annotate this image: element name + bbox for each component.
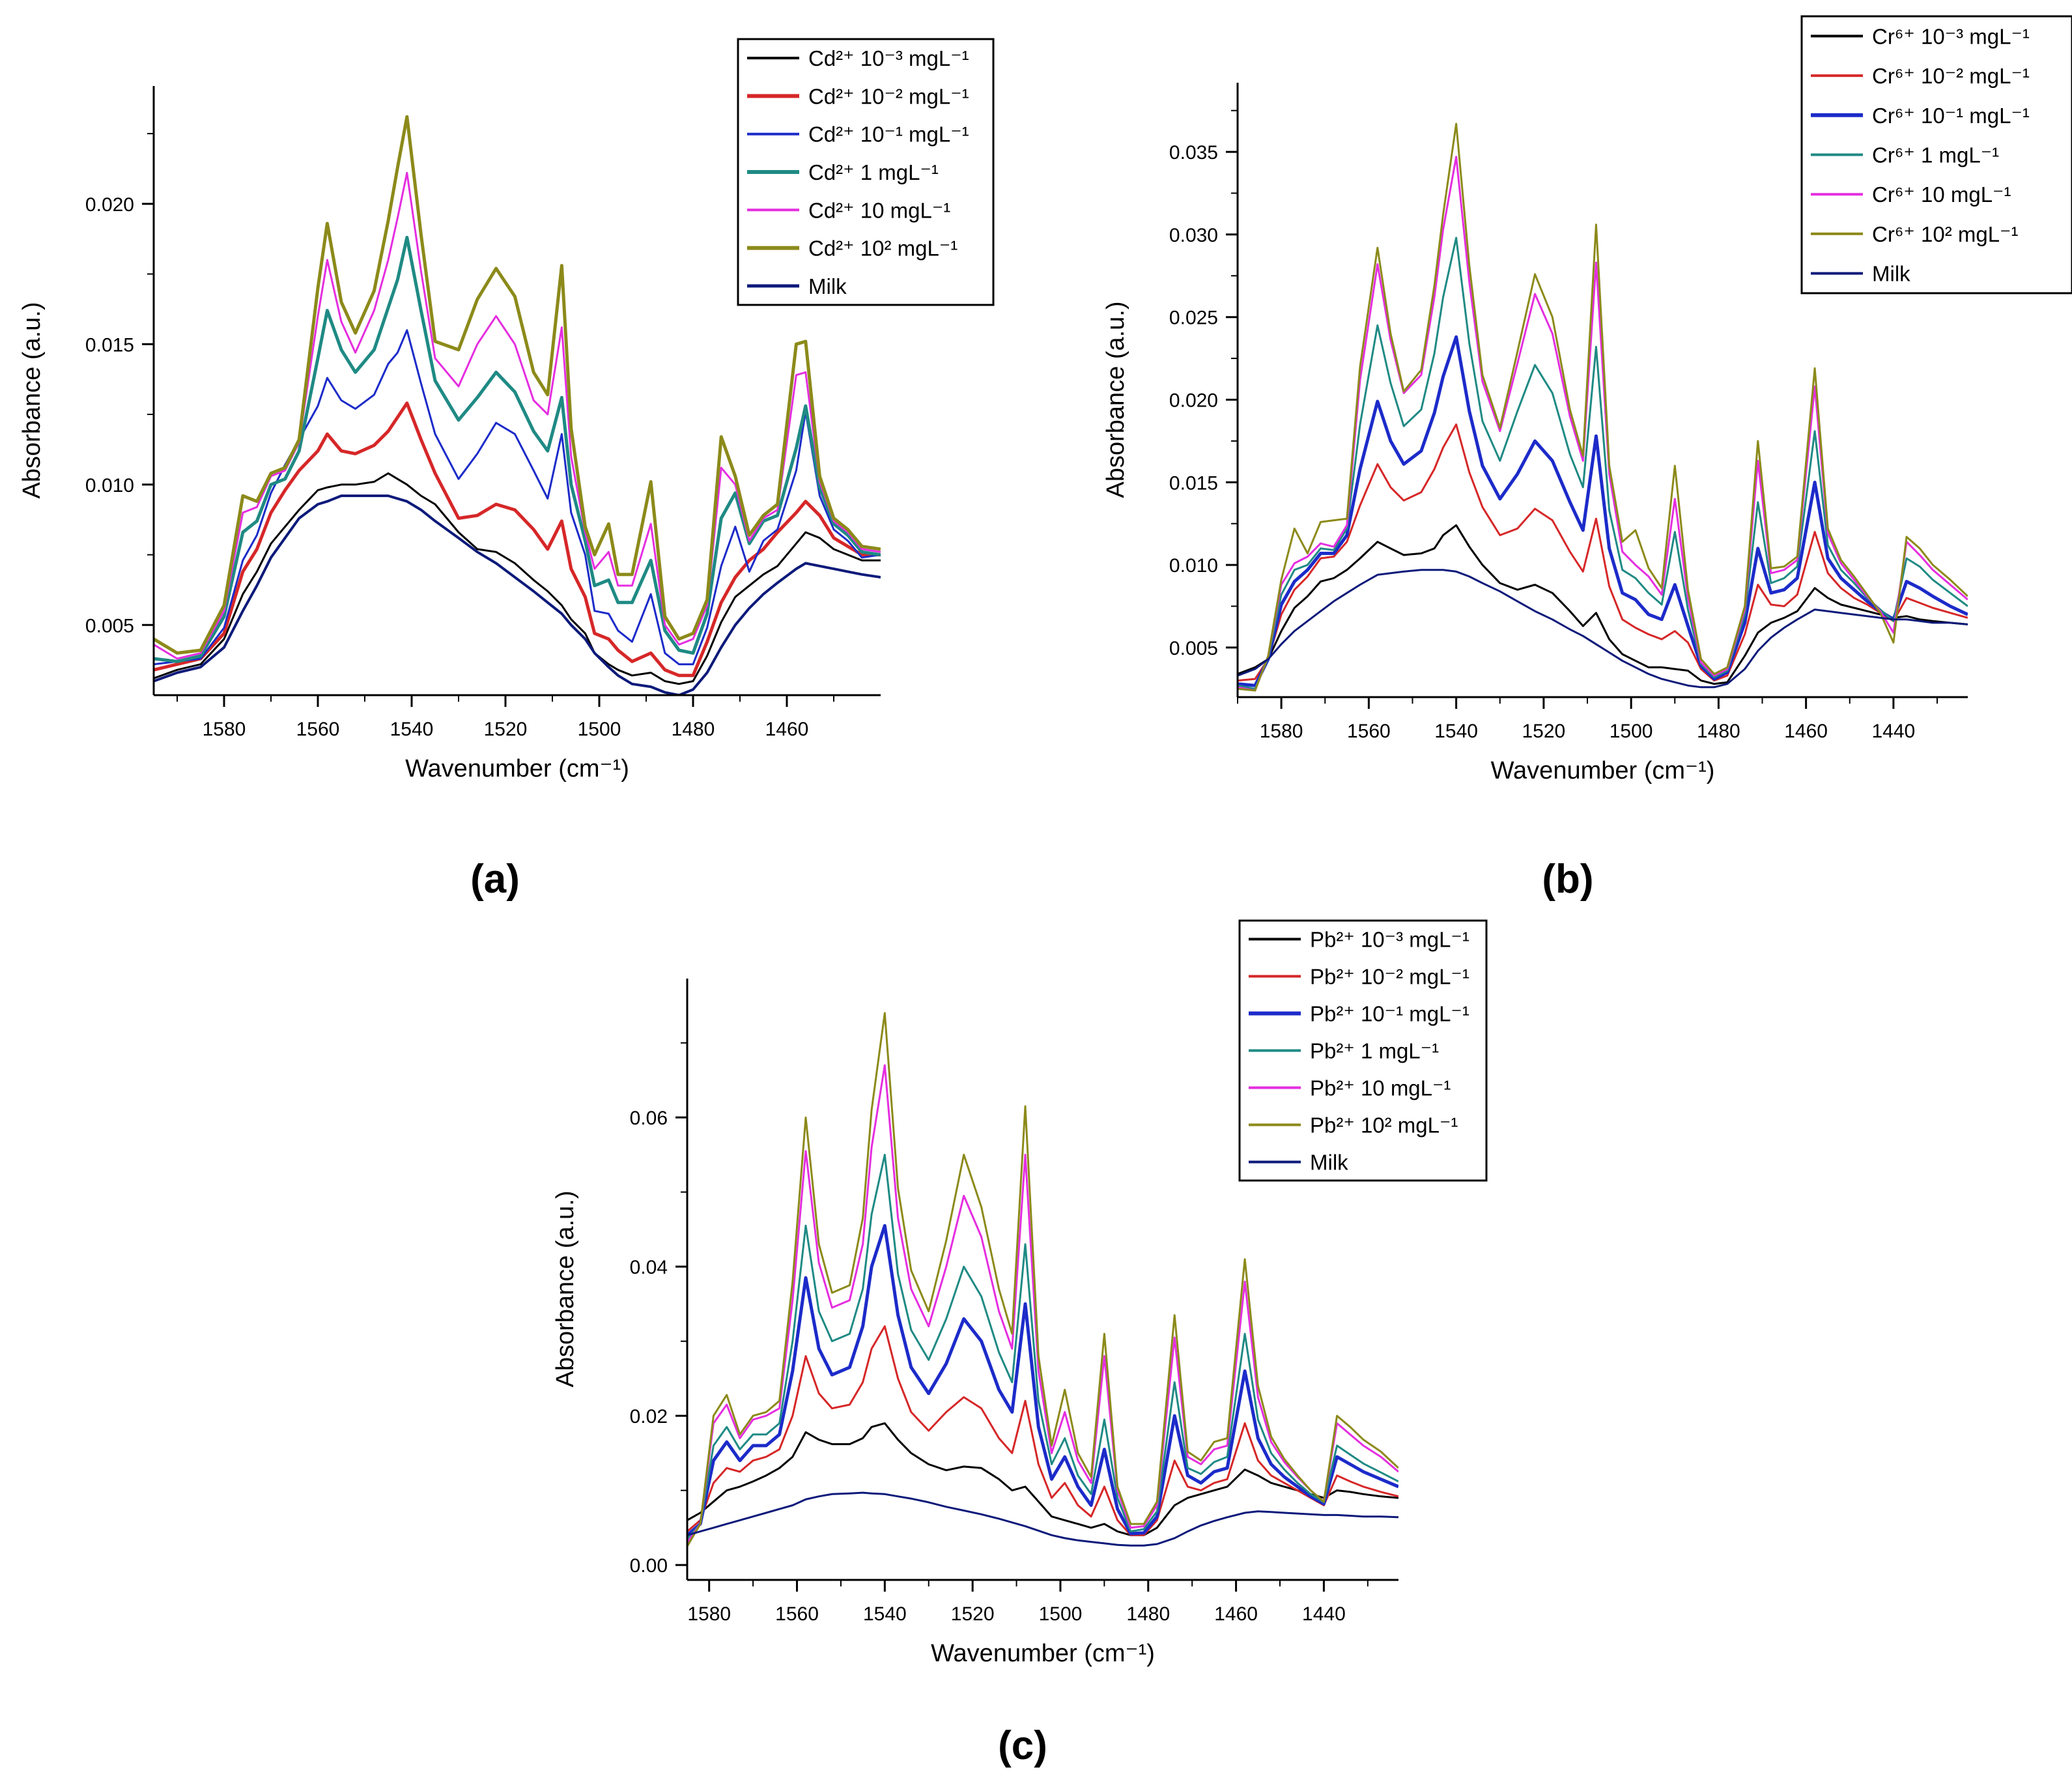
chart-b-y-tick-label-2: 0.015 <box>1169 472 1218 494</box>
chart-a-x-tick-label-4: 1500 <box>578 719 621 740</box>
chart-c-y-tick-label-2: 0.04 <box>630 1257 668 1278</box>
chart-c-x-tick-label-1: 1560 <box>775 1603 819 1625</box>
chart-b-x-tick-label-0: 1580 <box>1260 721 1303 742</box>
chart-c-x-tick-label-4: 1500 <box>1039 1603 1083 1625</box>
chart-b-x-tick-label-5: 1480 <box>1697 721 1740 742</box>
chart-c-y-tick-label-1: 0.02 <box>630 1406 668 1427</box>
chart-c-legend-label-1: Pb²⁺ 10⁻² mgL⁻¹ <box>1310 965 1469 989</box>
chart-b-series-line-0 <box>1238 524 1968 685</box>
chart-c-series-line-0 <box>687 1422 1398 1536</box>
chart-a-series-group <box>154 115 881 695</box>
chart-a-x-axis-label: Wavenumber (cm⁻¹) <box>405 755 629 782</box>
chart-a-x-tick-label-5: 1480 <box>672 719 715 740</box>
chart-a-legend-label-4: Cd²⁺ 10 mgL⁻¹ <box>808 198 950 222</box>
chart-b-legend-label-1: Cr⁶⁺ 10⁻² mgL⁻¹ <box>1872 64 2030 88</box>
chart-c-series-line-4 <box>687 1064 1398 1543</box>
chart-b-series-line-1 <box>1238 423 1968 682</box>
chart-a-legend-label-6: Milk <box>808 274 847 298</box>
chart-a-series-line-0 <box>154 472 881 685</box>
chart-c-legend-label-2: Pb²⁺ 10⁻¹ mgL⁻¹ <box>1310 1002 1469 1026</box>
chart-c-y-tick-label-3: 0.06 <box>630 1108 668 1129</box>
chart-b-x-tick-label-7: 1440 <box>1872 721 1916 742</box>
chart-a-y-tick-label-2: 0.015 <box>85 334 134 356</box>
chart-c-y-axis-label: Absorbance (a.u.) <box>552 1190 579 1387</box>
chart-a-panel-label: (a) <box>470 857 520 902</box>
chart-c-series-line-3 <box>687 1153 1398 1540</box>
chart-a-x-tick-label-2: 1540 <box>390 719 434 740</box>
chart-b-legend-label-4: Cr⁶⁺ 10 mgL⁻¹ <box>1872 182 2011 207</box>
chart-c-x-tick-label-3: 1520 <box>951 1603 995 1625</box>
chart-a-y-axis-label: Absorbance (a.u.) <box>18 302 46 498</box>
chart-b-series-line-6 <box>1238 569 1968 689</box>
chart-c-legend-label-6: Milk <box>1310 1151 1348 1175</box>
chart-c-panel-label: (c) <box>998 1723 1047 1768</box>
chart-b-legend-label-3: Cr⁶⁺ 1 mgL⁻¹ <box>1872 143 1999 167</box>
chart-b-legend: Cr⁶⁺ 10⁻³ mgL⁻¹ Cr⁶⁺ 10⁻² mgL⁻¹ Cr⁶⁺ 10⁻¹ … <box>1800 15 2072 294</box>
chart-a-x-tick-label-3: 1520 <box>484 719 528 740</box>
chart-a-y-tick-label-3: 0.020 <box>85 194 134 216</box>
chart-b-x-tick-label-4: 1500 <box>1610 721 1653 742</box>
chart-c-series-line-6 <box>687 1491 1398 1547</box>
chart-c-legend-label-0: Pb²⁺ 10⁻³ mgL⁻¹ <box>1310 928 1469 952</box>
chart-b-y-tick-label-4: 0.025 <box>1169 308 1218 329</box>
chart-b-y-tick-label-3: 0.020 <box>1169 390 1218 412</box>
chart-b-series-line-3 <box>1238 236 1968 690</box>
chart-a-y-tick-label-0: 0.005 <box>85 615 134 637</box>
chart-c-series-group <box>687 1012 1398 1547</box>
chart-b-legend-label-0: Cr⁶⁺ 10⁻³ mgL⁻¹ <box>1872 24 2030 48</box>
chart-a-x-tick-label-6: 1460 <box>765 719 809 740</box>
chart-a-y-tick-label-1: 0.010 <box>85 475 134 496</box>
chart-c-legend-label-4: Pb²⁺ 10 mgL⁻¹ <box>1310 1076 1451 1100</box>
chart-b-series-group <box>1238 122 1968 692</box>
chart-c-x-tick-label-6: 1460 <box>1214 1603 1258 1625</box>
chart-b-panel-label: (b) <box>1542 857 1593 902</box>
chart-c-x-tick-label-0: 1580 <box>687 1603 731 1625</box>
chart-a-x-tick-label-0: 1580 <box>203 719 246 740</box>
chart-c-series-line-2 <box>687 1224 1398 1537</box>
chart-c-x-tick-label-7: 1440 <box>1302 1603 1346 1625</box>
chart-b-y-tick-label-6: 0.035 <box>1169 142 1218 164</box>
chart-b-legend-label-6: Milk <box>1872 262 1910 286</box>
chart-c-x-axis-label: Wavenumber (cm⁻¹) <box>931 1640 1155 1667</box>
chart-c-series-line-1 <box>687 1325 1398 1536</box>
chart-b-x-tick-label-1: 1560 <box>1347 721 1391 742</box>
chart-b-x-axis-label: Wavenumber (cm⁻¹) <box>1491 757 1715 784</box>
chart-c-x-tick-label-5: 1480 <box>1126 1603 1170 1625</box>
chart-b-x-tick-label-6: 1460 <box>1784 721 1828 742</box>
chart-b-legend-label-5: Cr⁶⁺ 10² mgL⁻¹ <box>1872 222 2018 246</box>
chart-a-series-line-5 <box>154 115 881 655</box>
chart-a-legend-label-5: Cd²⁺ 10² mgL⁻¹ <box>808 236 958 261</box>
chart-c-x-tick-label-2: 1540 <box>863 1603 907 1625</box>
chart-a-legend-label-0: Cd²⁺ 10⁻³ mgL⁻¹ <box>808 46 969 70</box>
chart-a-legend-label-1: Cd²⁺ 10⁻² mgL⁻¹ <box>808 84 969 108</box>
chart-a-x-tick-label-1: 1560 <box>296 719 340 740</box>
chart-b-y-tick-label-0: 0.005 <box>1169 638 1218 659</box>
chart-a-legend: Cd²⁺ 10⁻³ mgL⁻¹ Cd²⁺ 10⁻² mgL⁻¹ Cd²⁺ 10⁻¹ … <box>737 38 995 306</box>
chart-a: 1580 1560 1540 1520 1500 1480 1460 0.005 0.010 0.… <box>18 38 995 902</box>
chart-c: 1580 1560 1540 1520 1500 1480 1460 1440 0.00 0.02… <box>552 919 1488 1768</box>
chart-c-legend: Pb²⁺ 10⁻³ mgL⁻¹ Pb²⁺ 10⁻² mgL⁻¹ Pb²⁺ 10⁻¹ … <box>1238 919 1488 1182</box>
chart-c-series-line-5 <box>687 1012 1398 1547</box>
chart-c-legend-label-5: Pb²⁺ 10² mgL⁻¹ <box>1310 1113 1458 1138</box>
chart-b-y-tick-label-5: 0.030 <box>1169 225 1218 246</box>
chart-b-legend-label-2: Cr⁶⁺ 10⁻¹ mgL⁻¹ <box>1872 104 2030 128</box>
chart-a-series-line-3 <box>154 236 881 663</box>
chart-b-y-tick-label-1: 0.010 <box>1169 555 1218 577</box>
chart-a-series-line-1 <box>154 401 881 678</box>
chart-b-x-tick-label-2: 1540 <box>1434 721 1478 742</box>
chart-a-series-line-6 <box>154 494 881 695</box>
chart-c-y-tick-label-0: 0.00 <box>630 1555 668 1577</box>
chart-b: 1580 1560 1540 1520 1500 1480 1460 1440 0.005 0.0… <box>1102 15 2072 902</box>
chart-a-legend-label-3: Cd²⁺ 1 mgL⁻¹ <box>808 160 939 184</box>
chart-b-x-tick-label-3: 1520 <box>1522 721 1566 742</box>
chart-b-series-line-5 <box>1238 122 1968 692</box>
chart-c-legend-label-3: Pb²⁺ 1 mgL⁻¹ <box>1310 1039 1439 1063</box>
chart-a-legend-label-2: Cd²⁺ 10⁻¹ mgL⁻¹ <box>808 122 969 147</box>
chart-b-series-line-2 <box>1238 335 1968 687</box>
chart-b-y-axis-label: Absorbance (a.u.) <box>1102 301 1129 498</box>
